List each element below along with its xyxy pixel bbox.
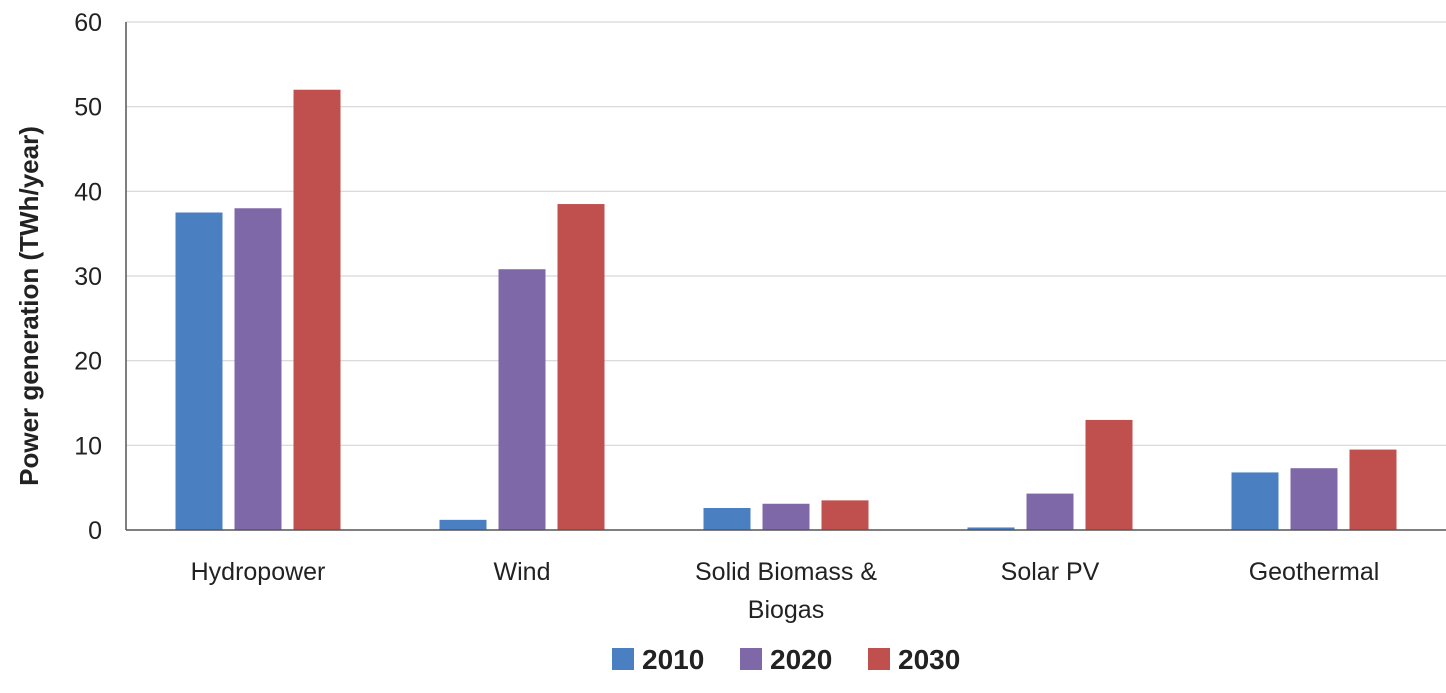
y-axis-ticks: 0 10 20 30 40 50 60 [74, 9, 102, 545]
y-tick-label: 60 [74, 9, 102, 37]
x-tick-label: Biogas [748, 596, 824, 624]
bar-2030-0 [293, 89, 341, 530]
bar-2020-2 [762, 503, 810, 530]
x-tick-label: Geothermal [1249, 558, 1380, 586]
bar-2030-4 [1349, 449, 1397, 530]
legend-label-2020: 2020 [770, 644, 832, 675]
x-axis-labels: Hydropower Wind Solid Biomass & Biogas Solar… [191, 558, 1380, 624]
legend-label-2010: 2010 [642, 644, 704, 675]
bar-2030-2 [821, 500, 869, 530]
bar-2020-3 [1026, 493, 1074, 530]
bar-2020-0 [234, 208, 282, 530]
legend-swatch-2010 [612, 648, 634, 670]
y-tick-label: 20 [74, 348, 102, 376]
bar-2030-1 [557, 204, 605, 531]
y-tick-label: 0 [88, 517, 102, 545]
legend-label-2030: 2030 [898, 644, 960, 675]
legend: 2010 2020 2030 [612, 644, 960, 675]
bar-2020-4 [1290, 468, 1338, 530]
x-tick-label: Solid Biomass & [695, 558, 877, 586]
y-tick-label: 10 [74, 432, 102, 460]
y-axis-title: Power generation (TWh/year) [14, 126, 44, 486]
bar-2010-4 [1231, 472, 1279, 530]
bars [175, 89, 1397, 531]
legend-swatch-2030 [868, 648, 890, 670]
bar-2010-2 [703, 507, 751, 530]
x-tick-label: Wind [494, 558, 551, 586]
legend-swatch-2020 [740, 648, 762, 670]
x-tick-label: Hydropower [191, 558, 326, 586]
bar-2030-3 [1085, 419, 1133, 530]
y-tick-label: 50 [74, 94, 102, 122]
bar-2010-3 [967, 527, 1015, 530]
bar-2010-0 [175, 212, 223, 530]
bar-2020-1 [498, 269, 546, 530]
gridlines [126, 21, 1446, 446]
y-tick-label: 40 [74, 178, 102, 206]
bar-2010-1 [439, 519, 487, 530]
x-tick-label: Solar PV [1001, 558, 1100, 586]
y-tick-label: 30 [74, 263, 102, 291]
